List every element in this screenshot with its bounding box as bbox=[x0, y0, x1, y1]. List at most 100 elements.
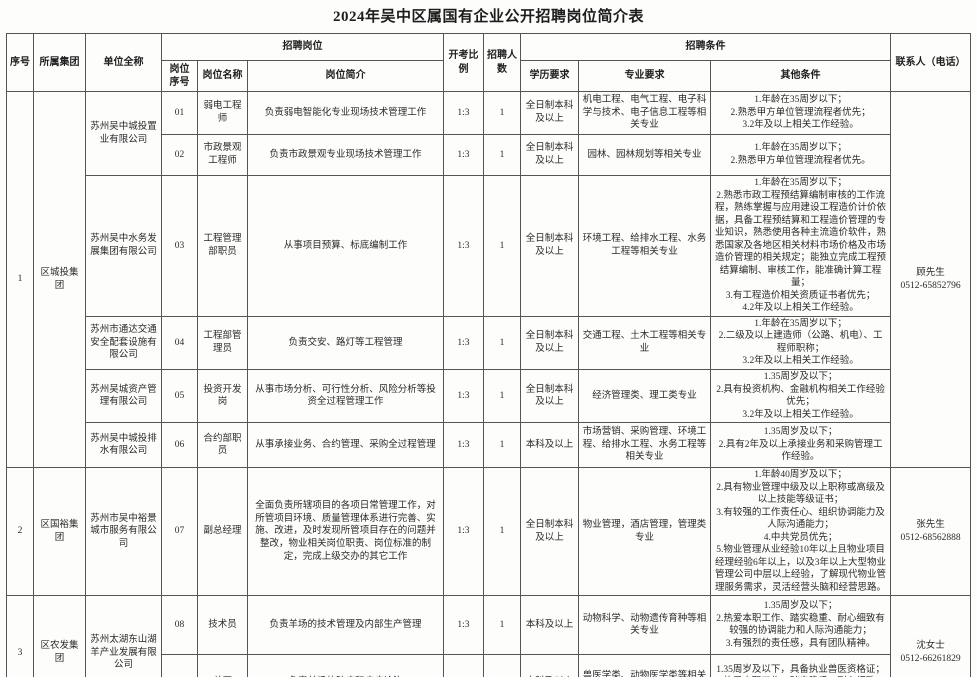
headcount-cell: 1 bbox=[483, 134, 521, 176]
headcount-cell: 1 bbox=[483, 595, 521, 656]
other-conditions-cell: 1.35周岁及以下； 2.具有投资机构、金融机构相关工作经验优先； 3.2年及以… bbox=[709, 368, 892, 424]
education-cell: 本科及以上 bbox=[520, 595, 579, 656]
other-conditions-cell: 1.35周岁及以下； 2.具有2年及以上承接业务和采购管理工作经验。 bbox=[709, 422, 892, 469]
position-desc-cell: 从事项目预算、标底编制工作 bbox=[246, 175, 445, 317]
ratio-cell: 1:3 bbox=[443, 175, 484, 317]
major-cell: 交通工程、土木工程等相关专业 bbox=[578, 315, 711, 370]
major-cell: 机电工程、电气工程、电子科学与技术、电子信息工程等相关专业 bbox=[578, 91, 711, 135]
position-desc-cell: 负责市政景观专业现场技术管理工作 bbox=[246, 134, 445, 176]
table-row: 2 区国裕集团 苏州市吴中裕景城市服务有限公司 07 副总经理 全面负责所辖项目… bbox=[5, 467, 972, 597]
position-desc-cell: 从事承接业务、合约管理、采购全过程管理 bbox=[246, 422, 445, 469]
position-no-cell: 01 bbox=[160, 91, 198, 135]
headcount-cell: 1 bbox=[483, 91, 521, 135]
table-header: 序号 所属集团 单位全称 招聘岗位 开考比例 招聘人数 招聘条件 联系人（电话）… bbox=[5, 33, 972, 92]
education-cell: 全日制本科及以上 bbox=[520, 91, 579, 135]
education-cell: 本科及以上 bbox=[520, 654, 579, 677]
contact-cell: 顾先生 0512-65852796 bbox=[890, 90, 972, 469]
group-cell: 区国裕集团 bbox=[32, 467, 86, 597]
position-name-cell: 技术员 bbox=[196, 595, 248, 656]
header-recruit-conditions: 招聘条件 bbox=[519, 33, 892, 61]
table-row: 02 市政景观工程师 负责市政景观专业现场技术管理工作 1:3 1 全日制本科及… bbox=[6, 134, 970, 176]
table-row: 09 兽医 负责羊场的防疫和疾病诊治 1:3 1 本科及以上 兽医学类、动物医学… bbox=[6, 654, 970, 677]
headcount-cell: 1 bbox=[483, 175, 521, 317]
position-name-cell: 副总经理 bbox=[196, 467, 248, 597]
position-name-cell: 合约部职员 bbox=[196, 422, 248, 469]
ratio-cell: 1:3 bbox=[443, 134, 484, 176]
company-cell: 苏州吴中水务发展集团有限公司 bbox=[84, 175, 162, 317]
education-cell: 全日制本科及以上 bbox=[520, 175, 579, 317]
position-no-cell: 05 bbox=[160, 368, 198, 424]
position-name-cell: 投资开发岗 bbox=[196, 368, 248, 424]
serial-cell: 3 bbox=[5, 595, 34, 677]
position-name-cell: 市政景观工程师 bbox=[196, 134, 248, 176]
position-name-cell: 兽医 bbox=[196, 654, 248, 677]
ratio-cell: 1:3 bbox=[443, 654, 484, 677]
table-row: 苏州吴城资产管理有限公司 05 投资开发岗 从事市场分析、可行性分析、风险分析等… bbox=[6, 368, 970, 424]
position-desc-cell: 负责羊场的防疫和疾病诊治 bbox=[246, 654, 445, 677]
ratio-cell: 1:3 bbox=[443, 422, 484, 469]
position-name-cell: 弱电工程师 bbox=[196, 91, 248, 135]
other-conditions-cell: 1.年龄在35周岁以下； 2.熟悉市政工程预结算编制审核的工作流程，熟练掌握与应… bbox=[709, 175, 892, 317]
education-cell: 全日制本科及以上 bbox=[520, 467, 579, 597]
position-desc-cell: 负责交安、路灯等工程管理 bbox=[246, 315, 445, 370]
header-other: 其他条件 bbox=[709, 60, 892, 92]
company-cell: 苏州吴中城投排水有限公司 bbox=[84, 422, 162, 469]
serial-cell: 2 bbox=[5, 467, 34, 597]
education-cell: 全日制本科及以上 bbox=[520, 134, 579, 176]
table-row: 苏州吴中水务发展集团有限公司 03 工程管理部职员 从事项目预算、标底编制工作 … bbox=[6, 175, 970, 317]
position-desc-cell: 从事市场分析、可行性分析、风险分析等投资全过程管理工作 bbox=[246, 368, 445, 424]
headcount-cell: 1 bbox=[483, 315, 521, 370]
contact-cell: 张先生 0512-68562888 bbox=[890, 467, 972, 597]
position-name-cell: 工程管理部职员 bbox=[196, 175, 248, 317]
education-cell: 全日制本科及以上 bbox=[520, 315, 579, 370]
major-cell: 市场营销、采购管理、环境工程、给排水工程、水务工程等相关专业 bbox=[578, 422, 711, 469]
position-no-cell: 03 bbox=[160, 175, 198, 317]
position-no-cell: 09 bbox=[160, 654, 198, 677]
headcount-cell: 1 bbox=[483, 467, 521, 597]
header-serial: 序号 bbox=[5, 33, 34, 92]
table-row: 1 区城投集团 苏州吴中城投置业有限公司 01 弱电工程师 负责弱电智能化专业现… bbox=[5, 90, 972, 469]
header-major: 专业要求 bbox=[578, 60, 711, 92]
position-desc-cell: 全面负责所辖项目的各项日常管理工作，对所管项目环境、质量管理体系进行完善、实施、… bbox=[246, 467, 445, 597]
other-conditions-cell: 1.年龄40周岁及以下； 2.具有物业管理中级及以上职称或高级及以上技能等级证书… bbox=[709, 467, 892, 597]
company-cell: 苏州太湖东山湖羊产业发展有限公司 bbox=[84, 595, 162, 677]
ratio-cell: 1:3 bbox=[443, 467, 484, 597]
company-cell: 苏州吴城资产管理有限公司 bbox=[84, 368, 162, 424]
company-cell: 苏州市通达交通安全配套设施有限公司 bbox=[84, 315, 162, 370]
header-company: 单位全称 bbox=[84, 33, 162, 92]
group-cell: 区农发集团 bbox=[32, 595, 86, 677]
ratio-cell: 1:3 bbox=[443, 368, 484, 424]
other-conditions-cell: 1.年龄在35周岁以下； 2.二级及以上建造师（公路、机电）、工程师职称； 3.… bbox=[709, 315, 892, 370]
table-body: 1 区城投集团 苏州吴中城投置业有限公司 01 弱电工程师 负责弱电智能化专业现… bbox=[5, 90, 972, 677]
education-cell: 全日制本科及以上 bbox=[520, 368, 579, 424]
major-cell: 动物科学、动物遗传育种等相关专业 bbox=[578, 595, 711, 656]
header-pos-name: 岗位名称 bbox=[196, 60, 248, 92]
major-cell: 兽医学类、动物医学类等相关专业 bbox=[578, 654, 711, 677]
company-cell: 苏州吴中城投置业有限公司 bbox=[84, 91, 162, 176]
major-cell: 经济管理类、理工类专业 bbox=[578, 368, 711, 424]
position-desc-cell: 负责弱电智能化专业现场技术管理工作 bbox=[246, 91, 445, 135]
headcount-cell: 1 bbox=[483, 368, 521, 424]
other-conditions-cell: 1.年龄在35周岁以下； 2.熟悉甲方单位管理流程者优先； 3.2年及以上相关工… bbox=[709, 91, 892, 135]
header-exam-ratio: 开考比例 bbox=[443, 33, 484, 92]
headcount-cell: 1 bbox=[483, 422, 521, 469]
position-no-cell: 06 bbox=[160, 422, 198, 469]
table-row: 苏州市通达交通安全配套设施有限公司 04 工程部管理员 负责交安、路灯等工程管理… bbox=[6, 315, 970, 370]
header-group: 所属集团 bbox=[32, 33, 86, 92]
major-cell: 园林、园林规划等相关专业 bbox=[578, 134, 711, 176]
ratio-cell: 1:3 bbox=[443, 91, 484, 135]
major-cell: 物业管理，酒店管理，管理类专业 bbox=[578, 467, 711, 597]
position-no-cell: 04 bbox=[160, 315, 198, 370]
table-row: 3 区农发集团 苏州太湖东山湖羊产业发展有限公司 08 技术员 负责羊场的技术管… bbox=[5, 595, 972, 677]
header-recruit-position: 招聘岗位 bbox=[160, 33, 445, 61]
position-desc-cell: 负责羊场的技术管理及内部生产管理 bbox=[246, 595, 445, 656]
position-no-cell: 02 bbox=[160, 134, 198, 176]
other-conditions-cell: 1.年龄在35周岁以下； 2.熟悉甲方单位管理流程者优先。 bbox=[709, 134, 892, 176]
headcount-cell: 1 bbox=[483, 654, 521, 677]
header-education: 学历要求 bbox=[520, 60, 579, 92]
table-row: 苏州吴中城投排水有限公司 06 合约部职员 从事承接业务、合约管理、采购全过程管… bbox=[6, 422, 970, 469]
other-conditions-cell: 1.35周岁及以下； 2.热爱本职工作、踏实稳重、耐心细致有较强的协调能力和人际… bbox=[709, 595, 892, 656]
company-cell: 苏州市吴中裕景城市服务有限公司 bbox=[84, 467, 162, 597]
contact-cell: 沈女士 0512-66261829 bbox=[890, 595, 972, 677]
